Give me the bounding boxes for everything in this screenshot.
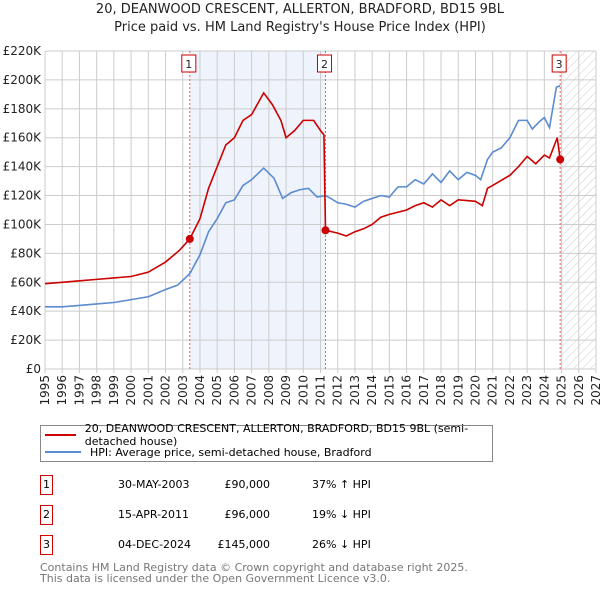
y-tick-label: £100K xyxy=(3,217,43,231)
x-tick-label: 2005 xyxy=(210,375,224,406)
legend-swatch-blue xyxy=(45,451,81,453)
x-tick-label: 2021 xyxy=(486,375,500,406)
sale-label-box xyxy=(181,54,197,73)
x-tick-label: 2009 xyxy=(279,375,293,406)
x-tick-label: 2010 xyxy=(296,375,310,406)
sale-point xyxy=(185,234,194,243)
legend-item-property: 20, DEANWOOD CRESCENT, ALLERTON, BRADFOR… xyxy=(45,422,492,448)
price-chart: £0 £20K £40K £60K £80K £100K £120K £140K £160K £1… xyxy=(3,44,600,406)
y-tick-label: £220K xyxy=(3,44,43,58)
hpi-change: 19% ↓ HPI xyxy=(312,508,371,521)
sale-label: 2 xyxy=(321,58,328,71)
sale-label: 1 xyxy=(185,58,192,71)
sale-date: 30-MAY-2003 xyxy=(118,478,190,491)
y-tick-label: £160K xyxy=(3,131,43,145)
x-tick-label: 2004 xyxy=(193,375,207,406)
chart-subtitle: Price paid vs. HM Land Registry's House … xyxy=(114,20,486,35)
legend-swatch-red xyxy=(45,434,76,436)
sale-period-shading xyxy=(189,51,326,369)
sale-marker-badge: 1 xyxy=(40,475,53,495)
licence-notice: This data is licensed under the Open Gov… xyxy=(40,572,391,585)
y-tick-label: £200K xyxy=(3,73,43,87)
hpi-change: 26% ↓ HPI xyxy=(312,538,371,551)
y-tick-label: £60K xyxy=(10,275,42,289)
x-tick-label: 2025 xyxy=(555,375,569,406)
x-tick-label: 2013 xyxy=(348,375,362,406)
y-tick-label: £20K xyxy=(10,333,42,347)
x-tick-label: 1999 xyxy=(107,375,121,406)
x-tick-label: 2002 xyxy=(159,375,173,406)
y-tick-label: £180K xyxy=(3,102,43,116)
hpi-change: 37% ↑ HPI xyxy=(312,478,371,491)
x-tick-label: 2027 xyxy=(589,375,600,406)
transaction-row: 2 15-APR-2011 £96,000 19% ↓ HPI xyxy=(40,505,440,525)
legend-item-hpi: HPI: Average price, semi-detached house,… xyxy=(45,444,372,460)
y-tick-label: £0 xyxy=(26,362,41,376)
legend-label: 20, DEANWOOD CRESCENT, ALLERTON, BRADFOR… xyxy=(84,422,469,448)
y-tick-label: £80K xyxy=(10,246,42,260)
x-tick-label: 2022 xyxy=(503,375,517,406)
sale-price: £145,000 xyxy=(217,538,271,551)
legend-label: HPI: Average price, semi-detached house,… xyxy=(90,445,372,459)
sale-price: £96,000 xyxy=(224,508,271,521)
x-tick-label: 1995 xyxy=(38,375,52,406)
sale-label-box xyxy=(551,54,567,73)
sale-marker-badge: 2 xyxy=(40,505,53,525)
x-tick-label: 2001 xyxy=(141,375,155,406)
x-tick-label: 2023 xyxy=(520,375,534,406)
sale-point xyxy=(556,155,565,164)
sale-label-box xyxy=(316,54,332,73)
x-tick-label: 1996 xyxy=(55,375,69,406)
transaction-row: 3 04-DEC-2024 £145,000 26% ↓ HPI xyxy=(40,535,440,555)
x-tick-label: 2017 xyxy=(417,375,431,406)
legend: 20, DEANWOOD CRESCENT, ALLERTON, BRADFOR… xyxy=(40,422,493,462)
sale-label: 3 xyxy=(556,58,563,71)
x-tick-label: 2018 xyxy=(434,375,448,406)
y-tick-label: £40K xyxy=(10,304,42,318)
y-tick-label: £140K xyxy=(3,160,43,174)
x-tick-label: 2024 xyxy=(537,375,551,406)
x-tick-label: 2020 xyxy=(468,375,482,406)
sale-date: 15-APR-2011 xyxy=(118,508,190,521)
series-line xyxy=(45,84,561,308)
x-tick-label: 2011 xyxy=(314,375,328,406)
sale-marker-badge: 3 xyxy=(40,535,53,555)
x-tick-label: 2012 xyxy=(331,375,345,406)
sale-price: £90,000 xyxy=(224,478,271,491)
x-tick-label: 2014 xyxy=(365,375,379,406)
x-tick-label: 2000 xyxy=(124,375,138,406)
x-tick-label: 2008 xyxy=(262,375,276,406)
x-tick-label: 2006 xyxy=(227,375,241,406)
x-tick-label: 2026 xyxy=(572,375,586,406)
sale-date: 04-DEC-2024 xyxy=(118,538,192,551)
x-tick-label: 2007 xyxy=(245,375,259,406)
transaction-row: 1 30-MAY-2003 £90,000 37% ↑ HPI xyxy=(40,475,440,495)
copyright-notice: Contains HM Land Registry data © Crown c… xyxy=(40,561,468,574)
x-tick-label: 2003 xyxy=(176,375,190,406)
x-tick-label: 2016 xyxy=(400,375,414,406)
x-tick-label: 1997 xyxy=(72,375,86,406)
x-tick-label: 2019 xyxy=(451,375,465,406)
sale-point xyxy=(321,226,330,235)
y-tick-label: £120K xyxy=(3,189,43,203)
x-tick-label: 2015 xyxy=(382,375,396,406)
chart-title: 20, DEANWOOD CRESCENT, ALLERTON, BRADFOR… xyxy=(95,2,505,17)
x-tick-label: 1998 xyxy=(90,375,104,406)
